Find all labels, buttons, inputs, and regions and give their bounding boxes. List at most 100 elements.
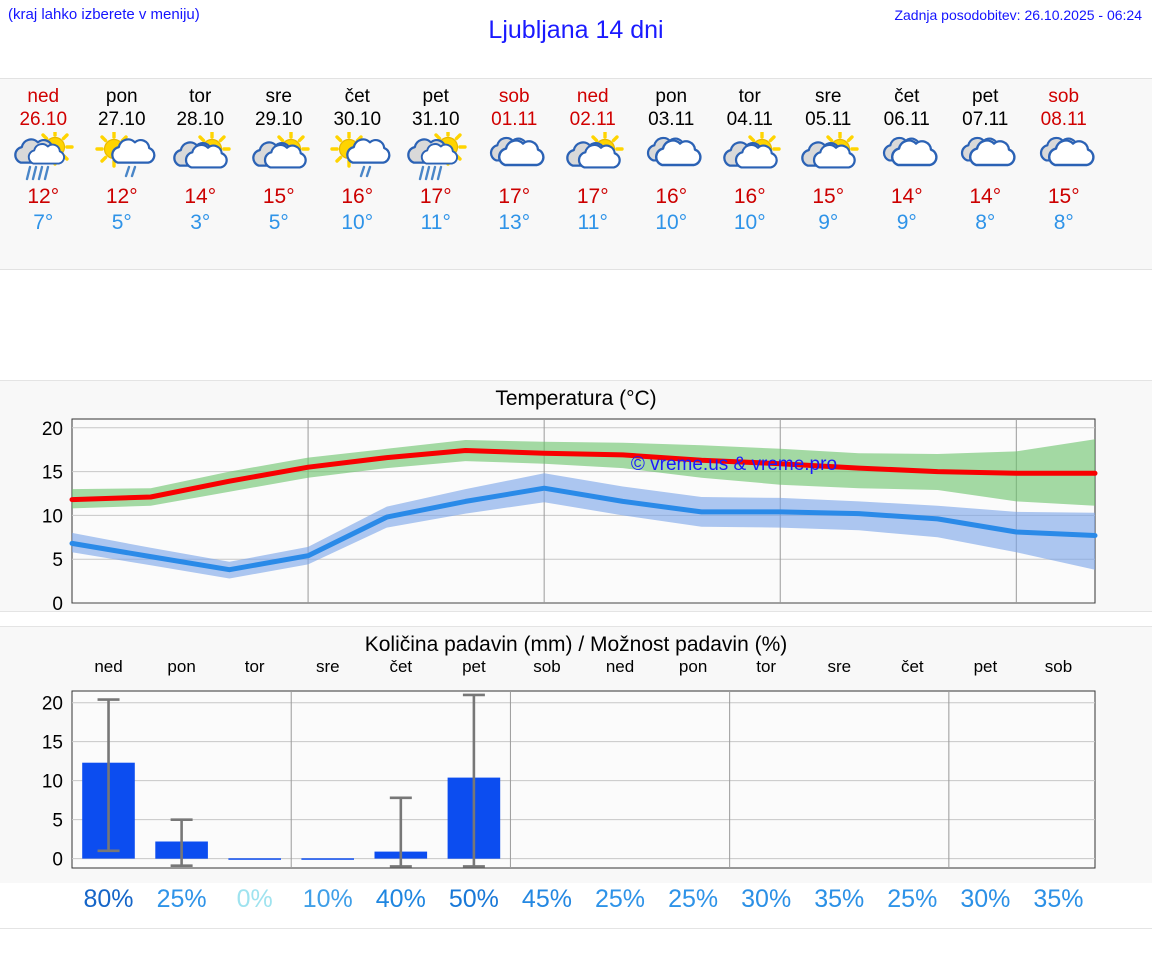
precipitation-probability: 25% — [668, 885, 719, 913]
temperature-chart[interactable]: 0 5 10 15 20 © vreme.us & vreme.pro — [0, 411, 1152, 611]
page-header: (kraj lahko izberete v meniju) Ljubljana… — [0, 0, 1152, 78]
day-name: pon — [655, 86, 688, 107]
svg-text:0: 0 — [52, 850, 63, 871]
day-name: ned — [27, 86, 60, 107]
day-date: 03.11 — [648, 109, 695, 130]
max-temperature: 14° — [969, 185, 1002, 208]
day-date: 08.11 — [1040, 109, 1087, 130]
svg-text:5: 5 — [52, 811, 63, 832]
day-date: 04.11 — [726, 109, 773, 130]
svg-text:15: 15 — [42, 733, 63, 754]
forecast-day-column[interactable]: sre 29.10 15° 5° — [240, 79, 319, 269]
precipitation-probability: 50% — [448, 885, 499, 913]
forecast-day-column[interactable]: tor 04.11 16° 10° — [711, 79, 790, 269]
min-temperature: 3° — [190, 211, 211, 234]
precipitation-day-label: ned — [94, 657, 123, 676]
location-hint: (kraj lahko izberete v meniju) — [8, 6, 200, 23]
precipitation-chart-title: Količina padavin (mm) / Možnost padavin … — [364, 633, 788, 656]
min-temperature: 8° — [1053, 211, 1074, 234]
max-temperature: 16° — [733, 185, 766, 208]
precipitation-probability: 0% — [236, 885, 273, 913]
forecast-day-column[interactable]: pon 03.11 16° 10° — [632, 79, 711, 269]
precipitation-chart[interactable]: 0 5 10 15 20 — [0, 683, 1152, 883]
max-temperature: 12° — [27, 185, 60, 208]
forecast-day-column[interactable]: ned 26.10 12° 7° — [4, 79, 83, 269]
cloudy-icon — [476, 133, 552, 181]
day-name: sre — [265, 86, 292, 107]
precipitation-day-label: čet — [389, 657, 413, 676]
panel-gap — [0, 612, 1152, 626]
svg-text:0: 0 — [52, 594, 63, 611]
forecast-day-column[interactable]: pet 07.11 14° 8° — [946, 79, 1025, 269]
svg-text:5: 5 — [52, 550, 63, 571]
precipitation-day-label: ned — [605, 657, 635, 676]
day-date: 02.11 — [569, 109, 616, 130]
day-name: pet — [422, 86, 449, 107]
precipitation-probability: 30% — [960, 885, 1011, 913]
svg-text:15: 15 — [42, 463, 63, 484]
precipitation-day-label: čet — [900, 657, 924, 676]
sun-cloud-icon — [712, 132, 788, 181]
forecast-strip: ned 26.10 12° 7° pon 27.10 12° 5° tor 28.10 14° 3° s… — [0, 78, 1152, 270]
precipitation-day-label: pet — [973, 657, 998, 676]
page-title[interactable]: Ljubljana 14 dni — [488, 16, 664, 44]
sun-cloud-icon — [162, 132, 238, 181]
svg-text:© vreme.us & vreme.pro: © vreme.us & vreme.pro — [631, 454, 837, 475]
day-date: 28.10 — [176, 109, 225, 130]
sun-cloud-heavy-rain-icon — [398, 132, 474, 181]
precipitation-day-label: pon — [167, 657, 196, 676]
precipitation-day-label: pon — [678, 657, 708, 676]
max-temperature: 15° — [1047, 185, 1080, 208]
day-date: 31.10 — [411, 109, 460, 130]
precipitation-probability: 35% — [814, 885, 865, 913]
precipitation-day-label: sre — [315, 657, 340, 676]
precipitation-day-label: sre — [827, 657, 852, 676]
forecast-day-column[interactable]: tor 28.10 14° 3° — [161, 79, 240, 269]
day-date: 07.11 — [962, 109, 1009, 130]
spacer — [0, 270, 1152, 380]
forecast-day-column[interactable]: sob 08.11 15° 8° — [1025, 79, 1104, 269]
svg-text:10: 10 — [42, 772, 63, 793]
forecast-day-column[interactable]: sre 05.11 15° 9° — [789, 79, 868, 269]
svg-text:10: 10 — [42, 506, 63, 527]
day-name: čet — [894, 86, 920, 107]
last-updated-text: Zadnja posodobitev: 26.10.2025 - 06:24 — [894, 7, 1142, 23]
sun-cloud-heavy-rain-icon — [5, 132, 81, 181]
forecast-day-column[interactable]: pet 31.10 17° 11° — [397, 79, 476, 269]
forecast-day-column[interactable]: ned 02.11 17° 11° — [554, 79, 633, 269]
day-date: 27.10 — [97, 109, 146, 130]
precipitation-day-label: tor — [244, 657, 265, 676]
forecast-day-column[interactable]: čet 06.11 14° 9° — [868, 79, 947, 269]
cloudy-icon — [633, 133, 709, 181]
forecast-day-column[interactable]: pon 27.10 12° 5° — [83, 79, 162, 269]
day-date: 05.11 — [805, 109, 852, 130]
day-name: čet — [344, 86, 370, 107]
precipitation-probability: 35% — [1033, 885, 1084, 913]
max-temperature: 17° — [498, 185, 531, 208]
day-date: 26.10 — [19, 109, 68, 130]
temperature-panel: Temperatura (°C) 0 5 10 15 20 © vreme.us & vr… — [0, 380, 1152, 612]
precipitation-day-label: sob — [1044, 657, 1073, 676]
max-temperature: 15° — [262, 185, 295, 208]
precipitation-day-labels: ned pon tor sre čet pet sob ned pon tor sre čet pet s… — [0, 657, 1152, 683]
precipitation-probability: 30% — [741, 885, 792, 913]
svg-text:20: 20 — [42, 419, 63, 440]
min-temperature: 13° — [498, 211, 531, 234]
min-temperature: 5° — [268, 211, 289, 234]
day-date: 06.11 — [883, 109, 930, 130]
forecast-day-column[interactable]: čet 30.10 16° 10° — [318, 79, 397, 269]
temperature-chart-title: Temperatura (°C) — [495, 387, 657, 410]
day-date: 29.10 — [254, 109, 303, 130]
day-name: sre — [815, 86, 842, 107]
forecast-day-columns: ned 26.10 12° 7° pon 27.10 12° 5° tor 28.10 14° 3° s… — [0, 79, 1152, 269]
day-date: 01.11 — [491, 109, 538, 130]
day-name: pet — [972, 86, 999, 107]
precipitation-probability: 25% — [887, 885, 938, 913]
sun-cloud-light-rain-icon — [319, 132, 395, 181]
svg-text:20: 20 — [42, 694, 63, 715]
forecast-day-column[interactable]: sob 01.11 17° 13° — [475, 79, 554, 269]
sun-cloud-icon — [555, 132, 631, 181]
precipitation-probability: 80% — [83, 885, 134, 913]
max-temperature: 16° — [341, 185, 374, 208]
min-temperature: 10° — [655, 211, 688, 234]
